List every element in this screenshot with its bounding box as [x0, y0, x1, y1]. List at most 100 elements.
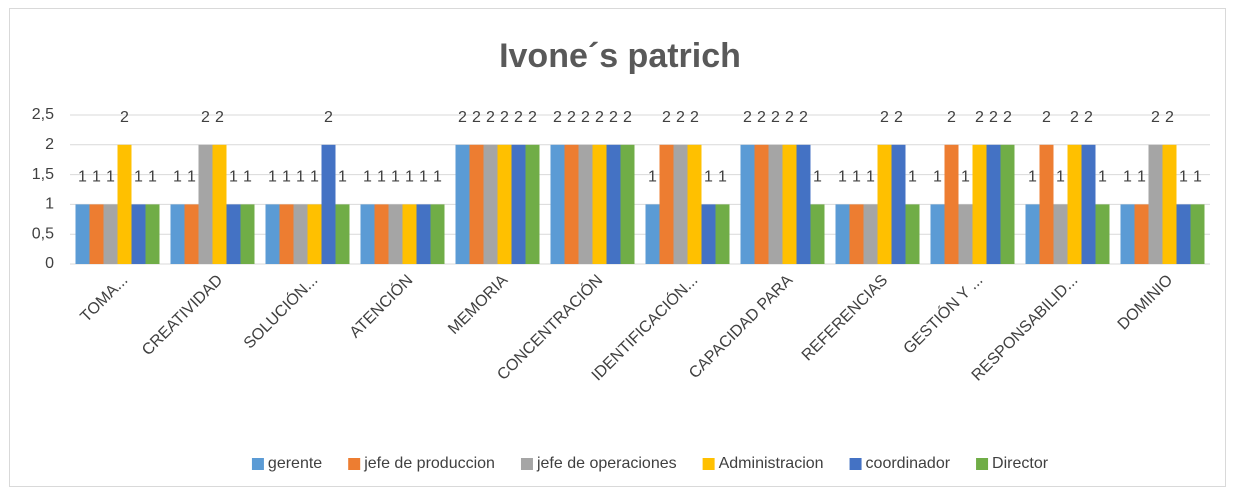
data-label: 2	[472, 109, 481, 126]
data-label: 1	[1056, 169, 1065, 186]
bar	[483, 144, 498, 264]
y-tick-label: 1,5	[32, 166, 54, 183]
bar	[430, 204, 445, 264]
data-label: 2	[662, 109, 671, 126]
data-label: 1	[243, 169, 252, 186]
data-label: 2	[201, 109, 210, 126]
bar	[117, 144, 132, 264]
bar	[198, 144, 213, 264]
bar	[606, 144, 621, 264]
data-label: 2	[894, 109, 903, 126]
bar	[103, 204, 118, 264]
bar	[1120, 204, 1135, 264]
data-label: 1	[1028, 169, 1037, 186]
data-label: 2	[947, 109, 956, 126]
data-label: 1	[852, 169, 861, 186]
y-tick-label: 2	[45, 136, 54, 153]
data-label: 2	[1003, 109, 1012, 126]
legend-label: jefe de operaciones	[536, 455, 677, 472]
bar	[402, 204, 417, 264]
data-label: 2	[1151, 109, 1160, 126]
bar	[212, 144, 227, 264]
bar	[75, 204, 90, 264]
bar	[863, 204, 878, 264]
bar	[416, 204, 431, 264]
data-label: 2	[799, 109, 808, 126]
bar	[1176, 204, 1191, 264]
data-label: 2	[880, 109, 889, 126]
bar	[265, 204, 280, 264]
legend-label: Administracion	[719, 455, 824, 472]
data-label: 1	[92, 169, 101, 186]
data-label: 1	[961, 169, 970, 186]
data-label: 2	[771, 109, 780, 126]
data-label: 2	[1084, 109, 1093, 126]
data-label: 1	[433, 169, 442, 186]
y-tick-label: 2,5	[32, 106, 54, 123]
data-label: 2	[514, 109, 523, 126]
data-label: 1	[377, 169, 386, 186]
bar	[1000, 144, 1015, 264]
bar	[835, 204, 850, 264]
bar	[279, 204, 294, 264]
bar	[1081, 144, 1096, 264]
bar	[1148, 144, 1163, 264]
legend-label: Director	[992, 455, 1049, 472]
bar	[1067, 144, 1082, 264]
data-label: 1	[134, 169, 143, 186]
data-label: 2	[528, 109, 537, 126]
bar	[1025, 204, 1040, 264]
data-label: 2	[1042, 109, 1051, 126]
data-label: 2	[215, 109, 224, 126]
bar	[958, 204, 973, 264]
bar	[388, 204, 403, 264]
data-label: 2	[581, 109, 590, 126]
data-label: 1	[1179, 169, 1188, 186]
bar	[891, 144, 906, 264]
data-label: 1	[391, 169, 400, 186]
bar	[877, 144, 892, 264]
data-label: 2	[785, 109, 794, 126]
bar	[715, 204, 730, 264]
bar	[986, 144, 1001, 264]
bar	[293, 204, 308, 264]
data-label: 1	[296, 169, 305, 186]
bar	[497, 144, 512, 264]
bar	[131, 204, 146, 264]
data-label: 1	[282, 169, 291, 186]
data-label: 2	[595, 109, 604, 126]
data-label: 2	[975, 109, 984, 126]
data-label: 2	[120, 109, 129, 126]
bar	[659, 144, 674, 264]
bar	[511, 144, 526, 264]
data-label: 1	[933, 169, 942, 186]
data-label: 1	[173, 169, 182, 186]
bar	[374, 204, 389, 264]
bar	[782, 144, 797, 264]
data-label: 1	[310, 169, 319, 186]
bar	[592, 144, 607, 264]
bar	[768, 144, 783, 264]
legend-swatch	[849, 458, 862, 470]
bar	[145, 204, 160, 264]
bar	[905, 204, 920, 264]
bar	[620, 144, 635, 264]
data-label: 2	[623, 109, 632, 126]
legend-swatch	[976, 458, 989, 470]
bar	[1039, 144, 1054, 264]
bar	[321, 144, 336, 264]
bar	[972, 144, 987, 264]
bar	[701, 204, 716, 264]
bar	[849, 204, 864, 264]
bar	[930, 204, 945, 264]
data-label: 2	[458, 109, 467, 126]
data-label: 2	[324, 109, 333, 126]
bar	[740, 144, 755, 264]
data-label: 2	[989, 109, 998, 126]
bar	[810, 204, 825, 264]
legend-label: jefe de produccion	[363, 455, 495, 472]
bar	[335, 204, 350, 264]
data-label: 1	[419, 169, 428, 186]
bar	[240, 204, 255, 264]
legend-swatch	[520, 458, 533, 470]
